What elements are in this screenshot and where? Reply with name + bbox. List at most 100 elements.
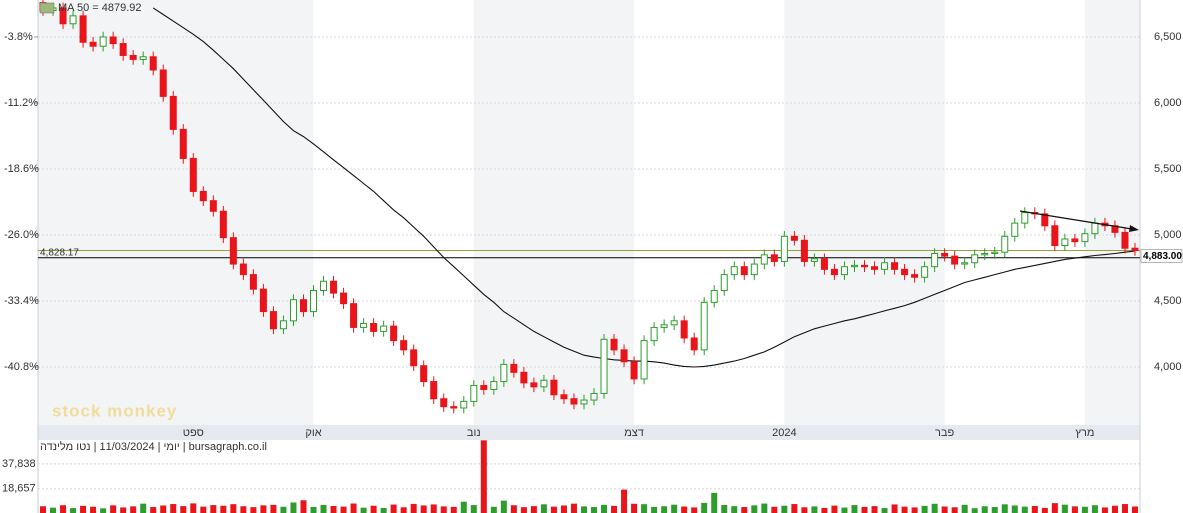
- candle-body: [1081, 233, 1089, 243]
- candle-body: [259, 288, 267, 313]
- candle-body: [961, 262, 969, 265]
- candle-body: [500, 363, 508, 383]
- candle-body: [119, 43, 127, 56]
- candle-body: [660, 324, 668, 328]
- volume-bar: [520, 507, 527, 513]
- month-band: [38, 0, 314, 425]
- candle-body: [59, 7, 67, 25]
- x-tick-label: מרץ: [1075, 427, 1094, 439]
- volume-bar: [220, 505, 227, 513]
- volume-bar: [200, 506, 207, 513]
- volume-bar: [1011, 505, 1018, 513]
- candle-body: [951, 255, 959, 265]
- volume-bar: [931, 503, 938, 513]
- volume-bar: [570, 503, 577, 513]
- candle-body: [1071, 238, 1079, 243]
- volume-bar: [651, 506, 658, 513]
- candle-body: [370, 322, 378, 332]
- volume-bar: [1101, 507, 1108, 513]
- volume-bar: [580, 506, 587, 513]
- volume-bar: [701, 502, 708, 513]
- volume-bar: [681, 506, 688, 513]
- volume-bar: [751, 505, 758, 513]
- candle-body: [790, 235, 798, 241]
- candle-body: [440, 398, 448, 408]
- candle-body: [730, 266, 738, 276]
- candle-body: [279, 320, 287, 330]
- volume-bar: [340, 506, 347, 513]
- volume-bar: [370, 505, 377, 513]
- candle-body: [710, 289, 718, 303]
- volume-bar: [90, 506, 97, 513]
- volume-bar: [310, 506, 317, 513]
- candle-body: [420, 365, 428, 383]
- volume-bar: [470, 505, 477, 513]
- volume-bar: [1121, 504, 1128, 513]
- volume-bar: [1081, 506, 1088, 513]
- candle-body: [750, 263, 758, 276]
- trend-line: [1019, 210, 1133, 230]
- candle-body: [490, 381, 498, 390]
- volume-bar: [891, 504, 898, 513]
- candle-body: [881, 262, 889, 270]
- candle-body: [570, 398, 578, 405]
- volume-bar: [941, 506, 948, 513]
- candle-body: [219, 210, 227, 239]
- volume-bar: [641, 504, 648, 513]
- volume-bar: [160, 505, 167, 513]
- volume-bar: [180, 506, 187, 513]
- candle-body: [390, 325, 398, 342]
- volume-bar: [510, 505, 517, 513]
- volume-bar: [560, 505, 567, 513]
- candle-body: [430, 381, 438, 400]
- volume-bar: [320, 504, 327, 513]
- volume-bar: [110, 505, 117, 513]
- candle-body: [460, 400, 468, 409]
- volume-bar: [881, 508, 888, 513]
- x-axis-strip: [38, 425, 1140, 440]
- candle-body: [690, 337, 698, 351]
- volume-bar: [230, 504, 237, 513]
- volume-bar: [861, 506, 868, 513]
- volume-bar: [611, 505, 618, 513]
- candle-body: [179, 128, 187, 159]
- volume-bar: [991, 507, 998, 513]
- y-tick-label: 6,000: [1154, 97, 1182, 109]
- volume-bar: [1031, 505, 1038, 513]
- volume-bar: [480, 440, 487, 513]
- candle-body: [159, 69, 167, 97]
- candle-body: [590, 392, 598, 401]
- x-tick-label: אוק: [305, 427, 321, 439]
- y-tick-label: 4,000: [1154, 361, 1182, 373]
- volume-bar: [731, 506, 738, 513]
- candle-body: [911, 274, 919, 278]
- volume-bar: [1051, 503, 1058, 513]
- volume-bar: [410, 503, 417, 513]
- volume-bar: [1111, 505, 1118, 513]
- y-tick-label: 5,500: [1154, 163, 1182, 175]
- candle-body: [550, 379, 558, 396]
- candle-body: [169, 95, 177, 130]
- candle-body: [189, 157, 197, 192]
- volume-bar: [280, 506, 287, 513]
- candle-body: [209, 200, 217, 212]
- candle-body: [340, 292, 348, 305]
- volume-bar: [951, 507, 958, 513]
- candle-body: [199, 190, 207, 202]
- candle-body: [1011, 222, 1019, 237]
- candle-body: [309, 289, 318, 313]
- volume-bar: [821, 507, 828, 513]
- ma-label: MA 50 = 4879.92: [58, 2, 141, 14]
- x-tick-label: נוב: [467, 427, 481, 439]
- volume-bar: [741, 507, 748, 513]
- volume-bar: [601, 504, 608, 513]
- volume-bar: [330, 505, 337, 513]
- candle-body: [129, 54, 137, 60]
- candle-body: [530, 382, 538, 388]
- volume-bar: [1131, 506, 1138, 513]
- candle-body: [299, 299, 307, 313]
- reference-label: 4,828.17: [40, 247, 79, 258]
- volume-bar: [240, 506, 247, 513]
- y-tick-label: 5,000: [1154, 229, 1182, 241]
